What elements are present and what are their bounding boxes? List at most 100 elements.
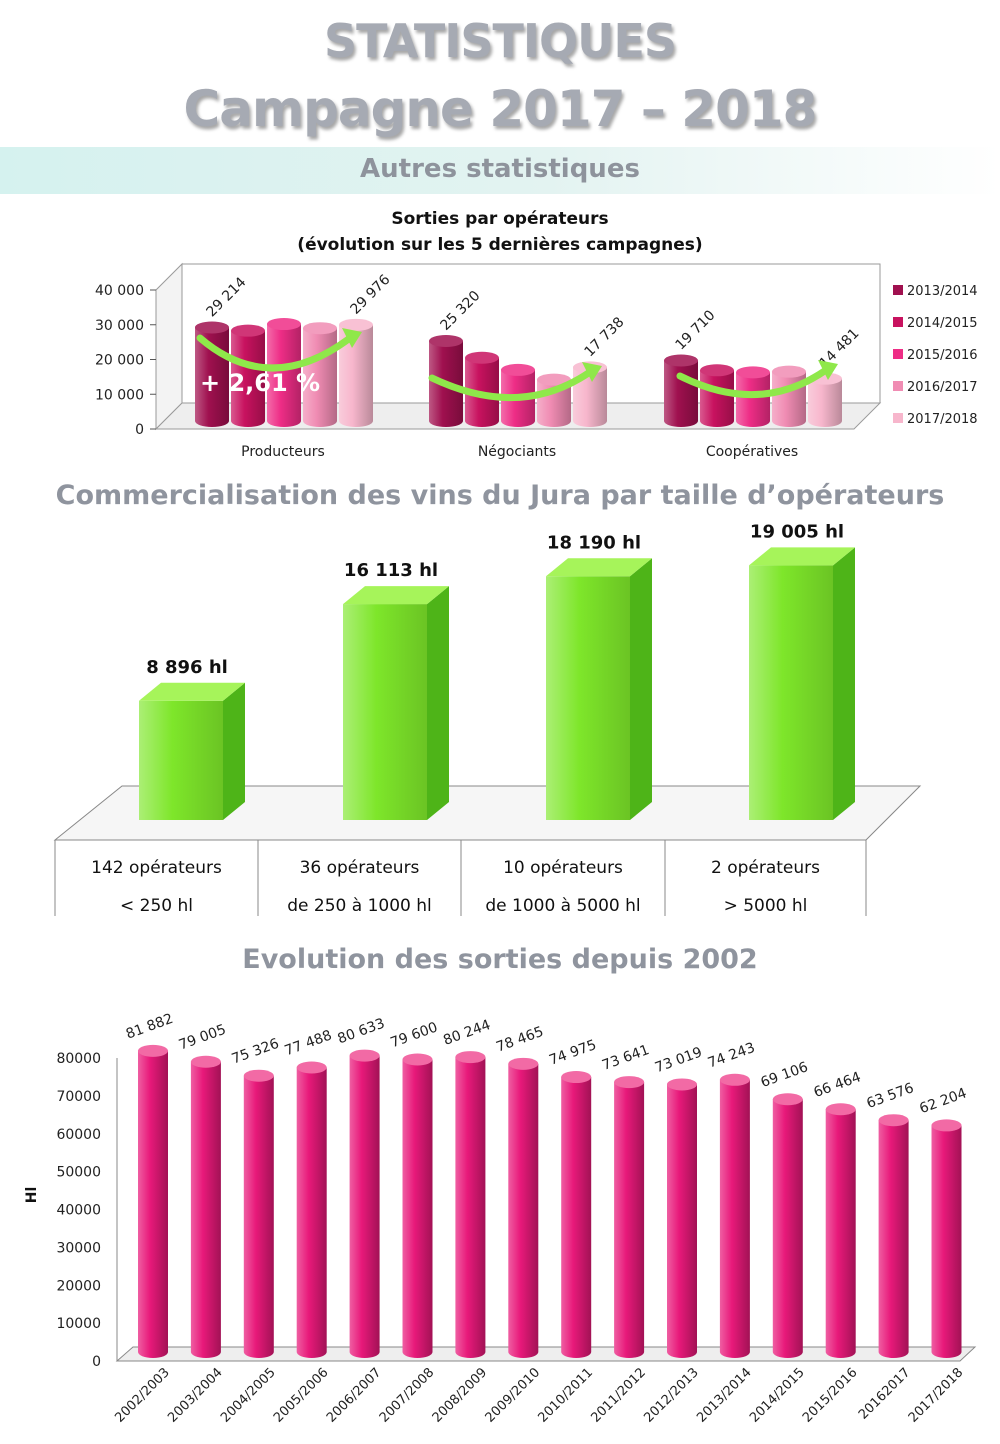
chart3-bar-top bbox=[402, 1053, 433, 1066]
chart1-ytick-label: 20 000 bbox=[95, 353, 144, 369]
chart2-value-label: 16 113 hl bbox=[344, 560, 438, 581]
chart1-bar bbox=[808, 378, 842, 427]
chart1-bar-top bbox=[465, 351, 499, 364]
chart3-value-label: 74 243 bbox=[706, 1040, 758, 1072]
page-subtitle: Campagne 2017 – 2018 bbox=[183, 80, 818, 138]
section-heading: Autres statistiques bbox=[360, 154, 640, 184]
chart3-bar bbox=[402, 1059, 433, 1358]
chart1-trend-arrow bbox=[428, 368, 594, 401]
chart1-bar-top bbox=[267, 318, 301, 331]
chart3-ytick-label: 20000 bbox=[56, 1278, 101, 1294]
chart2-bar-side bbox=[223, 682, 245, 820]
chart3-bar-top bbox=[931, 1119, 962, 1132]
chart3-category-label: 2006/2007 bbox=[324, 1365, 385, 1426]
chart3-value-label: 66 464 bbox=[812, 1069, 864, 1101]
chart2-category-line1: 10 opérateurs bbox=[503, 858, 623, 878]
chart2-floor bbox=[53, 785, 922, 841]
chart3-ytick-label: 70000 bbox=[56, 1089, 101, 1105]
chart3-bar-top bbox=[561, 1071, 592, 1084]
chart2-category-line2: < 250 hl bbox=[120, 896, 193, 916]
chart3-value-label: 81 882 bbox=[124, 1011, 176, 1043]
chart3-bar-top bbox=[719, 1073, 750, 1086]
chart1-legend-label: 2014/2015 bbox=[907, 316, 978, 331]
chart3-bar-top bbox=[138, 1044, 168, 1057]
chart1-bar-top bbox=[195, 321, 229, 334]
chart1-bar-top bbox=[339, 318, 373, 331]
chart3-category-label: 2002/2003 bbox=[112, 1365, 173, 1426]
chart1-bar bbox=[700, 370, 734, 427]
chart3-value-label: 79 600 bbox=[388, 1019, 440, 1051]
chart3-value-label: 63 576 bbox=[864, 1080, 916, 1112]
chart1-bar bbox=[339, 324, 373, 427]
section-band bbox=[0, 147, 1000, 194]
operators-chart: Sorties par opérateurs (évolution sur le… bbox=[95, 209, 978, 460]
chart3-bar bbox=[772, 1099, 803, 1358]
chart1-bar-top bbox=[501, 363, 535, 376]
chart3-category-label: 20162017 bbox=[856, 1365, 913, 1422]
chart1-ytick-label: 0 bbox=[135, 422, 144, 438]
chart3-value-label: 75 326 bbox=[230, 1036, 282, 1068]
chart3-title: Evolution des sorties depuis 2002 bbox=[242, 944, 758, 975]
chart3-bar-top bbox=[349, 1049, 380, 1062]
chart1-category-label: Coopératives bbox=[706, 444, 798, 460]
evolution-chart: 0 10000 20000 30000 40000 50000 60000 70000 8000… bbox=[24, 1011, 977, 1426]
chart3-value-label: 73 641 bbox=[600, 1042, 652, 1074]
chart2-bar bbox=[546, 576, 630, 820]
chart3-bar-top bbox=[878, 1114, 909, 1127]
chart3-category-label: 2015/2016 bbox=[800, 1365, 861, 1426]
chart2-value-label: 8 896 hl bbox=[146, 657, 228, 678]
chart1-bar-top bbox=[772, 365, 806, 378]
chart3-ylabel: Hl bbox=[24, 1187, 40, 1204]
chart3-bar-top bbox=[190, 1055, 221, 1068]
chart3-bar bbox=[349, 1055, 380, 1358]
chart2-bar bbox=[343, 604, 427, 820]
chart1-legend-label: 2013/2014 bbox=[907, 284, 978, 299]
chart1-bar-top bbox=[537, 373, 571, 386]
chart3-category-label: 2013/2014 bbox=[694, 1365, 755, 1426]
chart1-ytick-label: 30 000 bbox=[95, 318, 144, 334]
chart1-legend-swatch bbox=[893, 349, 903, 359]
chart3-bar-top bbox=[508, 1057, 539, 1070]
chart1-ytick-label: 40 000 bbox=[95, 283, 144, 299]
chart3-ytick-label: 60000 bbox=[56, 1127, 101, 1143]
chart3-value-label: 73 019 bbox=[653, 1044, 705, 1076]
chart1-bar bbox=[736, 372, 770, 427]
chart3-category-label: 2007/2008 bbox=[377, 1365, 438, 1426]
chart2-bar bbox=[139, 700, 223, 820]
chart3-bar-top bbox=[667, 1078, 697, 1091]
chart1-ytick-label: 10 000 bbox=[95, 387, 144, 403]
chart3-bar bbox=[825, 1109, 856, 1358]
chart1-annotation: + 2,61 % bbox=[200, 369, 320, 397]
chart1-bar-top bbox=[231, 324, 265, 337]
chart3-ytick-label: 50000 bbox=[56, 1165, 101, 1181]
chart1-arrow-head bbox=[342, 328, 362, 348]
chart1-category-label: Producteurs bbox=[241, 444, 325, 460]
chart3-value-label: 78 465 bbox=[494, 1024, 546, 1056]
size-chart: 8 896 hl 16 113 hl 18 190 hl 19 005 hl 142 o… bbox=[53, 521, 922, 916]
chart3-bar bbox=[878, 1120, 909, 1358]
chart1-side-wall bbox=[155, 262, 183, 431]
chart2-bar-side bbox=[833, 547, 855, 820]
chart3-value-label: 62 204 bbox=[917, 1085, 969, 1117]
page-title: STATISTIQUES bbox=[323, 14, 677, 68]
chart3-bar-top bbox=[825, 1103, 856, 1116]
chart3-value-label: 80 633 bbox=[335, 1016, 387, 1048]
chart1-legend-swatch bbox=[893, 285, 903, 295]
chart3-bar bbox=[296, 1067, 327, 1358]
chart2-category-line2: de 1000 à 5000 hl bbox=[485, 896, 640, 916]
chart1-trend-arrow bbox=[196, 334, 354, 372]
chart3-bar-top bbox=[455, 1051, 486, 1064]
chart3-value-label: 74 975 bbox=[547, 1037, 599, 1069]
chart2-title: Commercialisation des vins du Jura par t… bbox=[55, 480, 945, 511]
chart3-bar bbox=[719, 1079, 750, 1358]
chart3-ytick-label: 40000 bbox=[56, 1203, 101, 1219]
chart3-category-label: 2005/2006 bbox=[271, 1365, 332, 1426]
chart3-bar bbox=[931, 1125, 962, 1358]
chart1-bar-top bbox=[700, 364, 734, 377]
chart1-bar bbox=[573, 367, 607, 427]
chart3-value-label: 69 106 bbox=[759, 1059, 811, 1091]
chart2-bar-side bbox=[630, 558, 652, 820]
chart1-bar-top bbox=[429, 335, 463, 348]
chart3-bar bbox=[508, 1063, 539, 1358]
chart3-bar bbox=[243, 1075, 274, 1358]
